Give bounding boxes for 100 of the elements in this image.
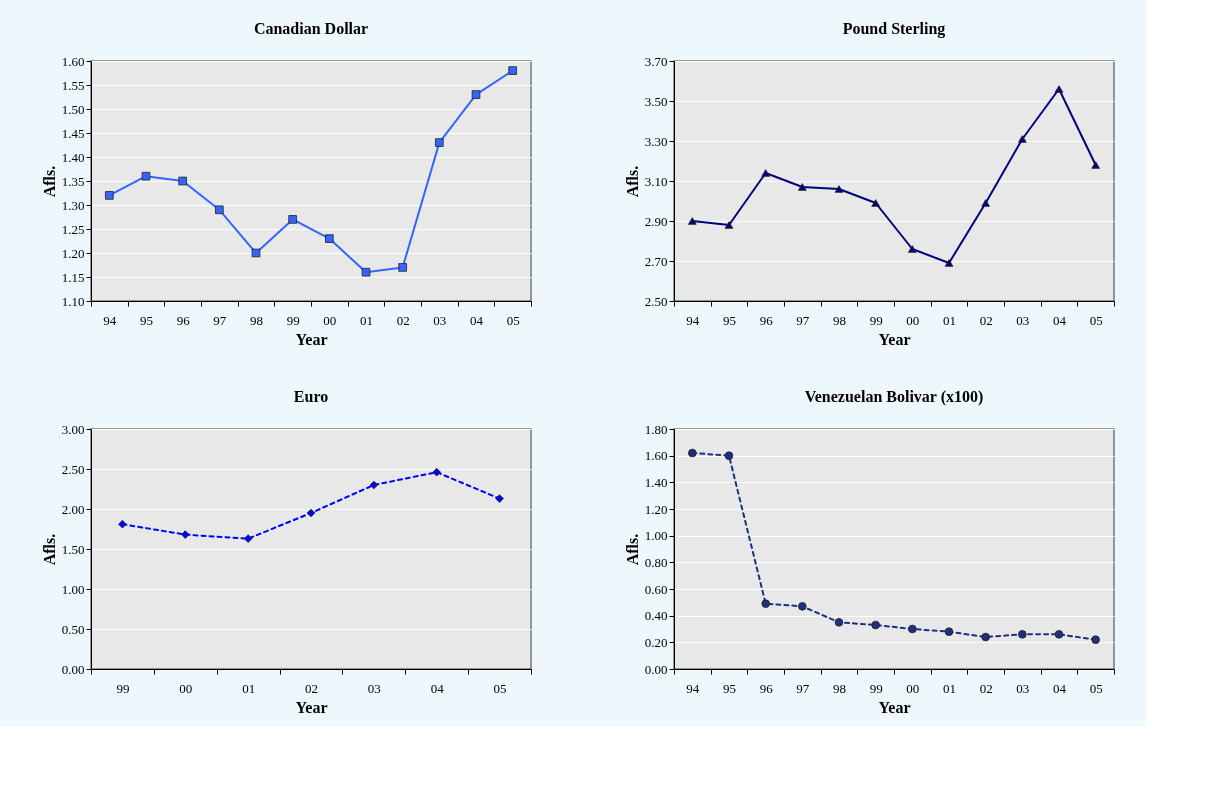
y-tick-label: 1.25	[61, 221, 85, 237]
point	[432, 467, 441, 477]
x-tick-label: 01	[943, 680, 956, 696]
x-tick-label: 95	[723, 680, 736, 696]
x-tick-label: 02	[979, 312, 993, 328]
y-tick-label: 1.80	[644, 421, 668, 437]
point	[798, 183, 807, 191]
point	[243, 534, 253, 543]
x-tick-label: 03	[433, 312, 447, 328]
y-tick-label: 0.00	[61, 661, 85, 677]
x-tick-label: 97	[796, 680, 810, 696]
point	[306, 508, 316, 518]
y-tick-label: 0.00	[644, 661, 668, 677]
x-axis-title: Year	[878, 698, 911, 716]
x-tick-label: 04	[1053, 680, 1067, 696]
x-tick-label: 98	[833, 312, 846, 328]
y-tick-label: 1.40	[644, 474, 668, 490]
y-tick-label: 1.20	[644, 501, 668, 517]
point	[495, 494, 504, 503]
point	[361, 267, 371, 277]
y-tick-label: 1.60	[61, 53, 85, 69]
x-tick-label: 04	[430, 680, 445, 696]
point	[1091, 635, 1100, 644]
x-tick-label: 03	[367, 680, 381, 696]
point	[871, 620, 880, 630]
y-tick-label: 2.00	[61, 501, 85, 517]
x-tick-label: 94	[103, 312, 117, 328]
point	[724, 451, 734, 460]
x-tick-label: 00	[179, 680, 193, 696]
x-tick-label: 95	[140, 312, 153, 328]
x-tick-label: 04	[1053, 312, 1067, 328]
point	[798, 602, 807, 611]
point	[215, 205, 224, 215]
point	[724, 221, 734, 229]
point	[508, 66, 517, 75]
point	[761, 599, 770, 608]
x-tick-label: 97	[213, 312, 227, 328]
x-tick-label: 05	[506, 312, 520, 328]
x-tick-label: 01	[943, 312, 956, 328]
y-tick-label: 2.50	[644, 293, 668, 309]
y-tick-label: 2.90	[644, 213, 668, 229]
x-tick-label: 01	[360, 312, 373, 328]
point	[834, 618, 844, 627]
point	[761, 169, 770, 177]
point	[834, 185, 844, 193]
y-tick-label: 0.20	[644, 634, 668, 650]
point	[1054, 85, 1064, 93]
chart-title: Pound Sterling	[842, 20, 946, 38]
chart-title: Euro	[293, 388, 329, 405]
x-tick-label: 99	[869, 680, 883, 696]
y-tick-label: 3.00	[61, 421, 85, 437]
point	[398, 263, 407, 272]
point	[435, 138, 444, 147]
point	[908, 245, 917, 253]
y-tick-label: 3.10	[644, 173, 668, 189]
y-axis-title: Afls.	[623, 165, 641, 198]
x-tick-label: 94	[686, 680, 700, 696]
y-tick-label: 0.80	[644, 554, 668, 570]
x-tick-label: 05	[1089, 680, 1103, 696]
x-tick-label: 99	[869, 312, 883, 328]
point	[1018, 135, 1027, 143]
x-tick-label: 05	[493, 680, 507, 696]
x-tick-label: 98	[833, 680, 846, 696]
y-tick-label: 3.30	[644, 133, 668, 149]
y-tick-label: 1.50	[61, 541, 85, 557]
x-tick-label: 02	[979, 680, 993, 696]
x-tick-label: 96	[759, 312, 774, 328]
x-axis-title: Year	[878, 330, 911, 348]
point	[1054, 630, 1064, 639]
point	[944, 627, 954, 636]
x-tick-label: 00	[906, 312, 920, 328]
y-tick-label: 3.50	[644, 93, 668, 109]
y-tick-label: 0.60	[644, 581, 668, 597]
point	[1091, 161, 1100, 169]
y-tick-label: 1.55	[61, 77, 85, 93]
x-axis-title: Year	[295, 698, 328, 716]
point	[471, 90, 481, 99]
x-tick-label: 96	[759, 680, 774, 696]
x-tick-label: 00	[323, 312, 337, 328]
point	[1018, 630, 1027, 639]
point	[141, 171, 151, 181]
y-tick-label: 0.50	[61, 621, 85, 637]
y-tick-label: 1.15	[61, 269, 85, 285]
point	[871, 199, 880, 207]
x-tick-label: 03	[1016, 312, 1030, 328]
x-tick-label: 95	[723, 312, 736, 328]
point	[325, 234, 334, 243]
y-tick-label: 3.70	[644, 53, 668, 69]
x-tick-label: 05	[1089, 312, 1103, 328]
y-tick-label: 1.30	[61, 197, 85, 213]
y-axis-title: Afls.	[623, 533, 641, 566]
point	[251, 248, 261, 258]
x-tick-label: 98	[250, 312, 263, 328]
y-tick-label: 1.60	[644, 448, 668, 464]
point	[908, 624, 917, 634]
y-tick-label: 1.20	[61, 245, 85, 261]
x-tick-label: 02	[396, 312, 410, 328]
x-tick-label: 94	[686, 312, 700, 328]
y-tick-label: 1.00	[644, 528, 668, 544]
y-tick-label: 2.50	[61, 461, 85, 477]
